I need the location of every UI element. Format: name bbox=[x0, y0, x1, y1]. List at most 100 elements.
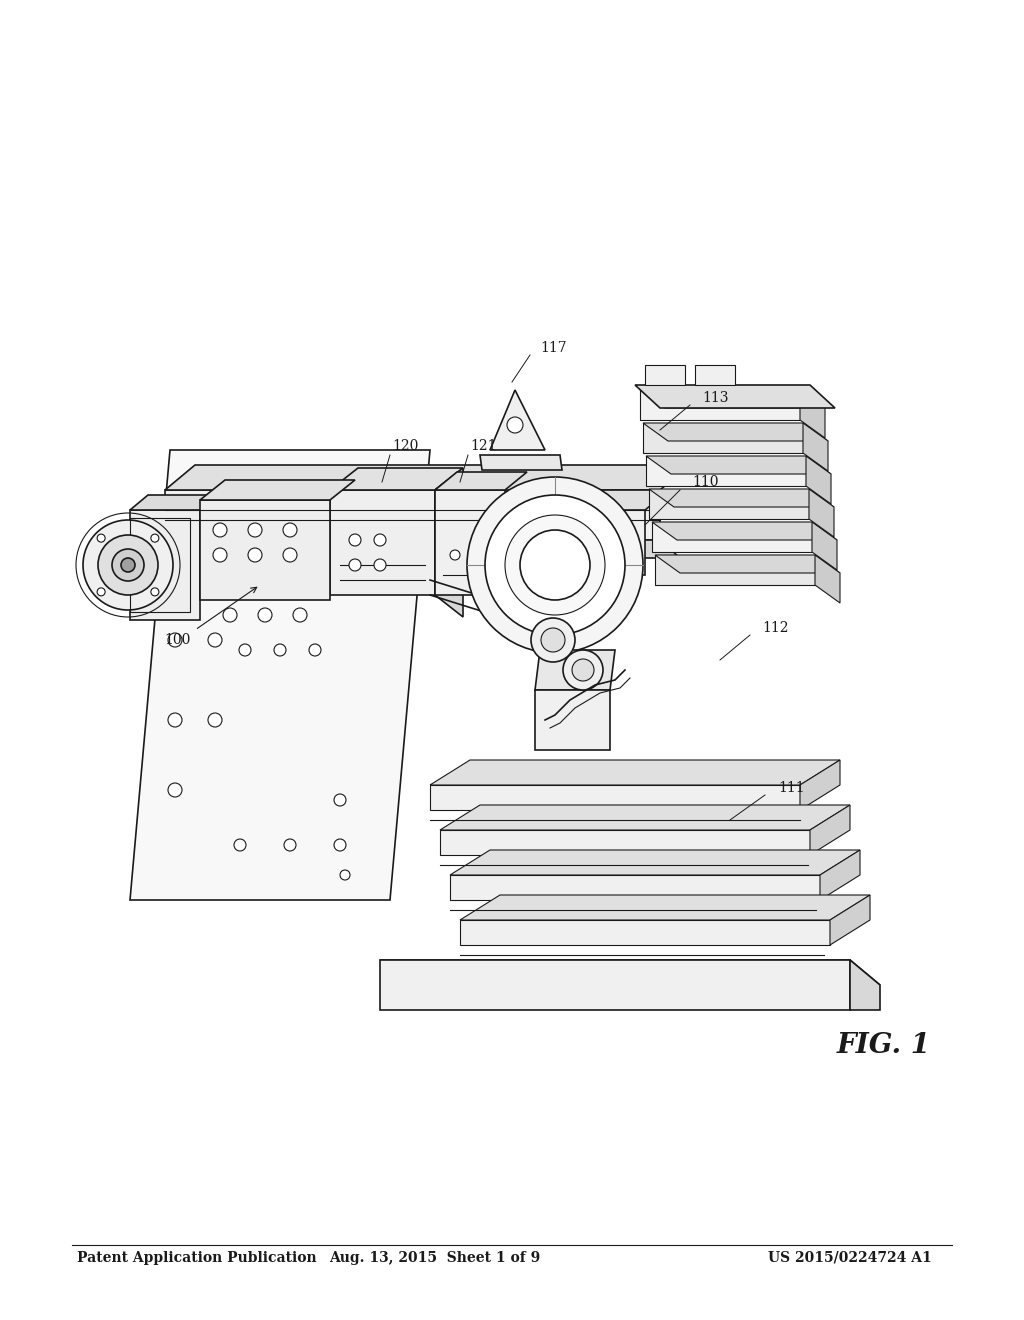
Circle shape bbox=[248, 523, 262, 537]
Polygon shape bbox=[803, 422, 828, 471]
Polygon shape bbox=[806, 455, 831, 504]
Polygon shape bbox=[800, 760, 840, 810]
Polygon shape bbox=[535, 649, 615, 690]
Polygon shape bbox=[652, 521, 812, 552]
Polygon shape bbox=[435, 490, 505, 595]
Circle shape bbox=[284, 840, 296, 851]
Circle shape bbox=[223, 573, 237, 587]
Polygon shape bbox=[440, 805, 850, 830]
Text: 121: 121 bbox=[470, 440, 497, 453]
Circle shape bbox=[520, 531, 590, 601]
Polygon shape bbox=[646, 455, 831, 474]
Polygon shape bbox=[460, 920, 830, 945]
Circle shape bbox=[293, 539, 307, 552]
Polygon shape bbox=[815, 554, 840, 603]
Text: 120: 120 bbox=[392, 440, 419, 453]
Polygon shape bbox=[450, 850, 860, 875]
Polygon shape bbox=[640, 389, 800, 420]
Circle shape bbox=[293, 573, 307, 587]
Polygon shape bbox=[535, 690, 610, 750]
Polygon shape bbox=[809, 488, 834, 537]
Polygon shape bbox=[130, 510, 200, 620]
Text: US 2015/0224724 A1: US 2015/0224724 A1 bbox=[768, 1251, 932, 1265]
Circle shape bbox=[168, 783, 182, 797]
Circle shape bbox=[531, 618, 575, 663]
Circle shape bbox=[541, 628, 565, 652]
Polygon shape bbox=[643, 422, 828, 441]
Polygon shape bbox=[450, 875, 820, 900]
Polygon shape bbox=[200, 500, 330, 601]
Circle shape bbox=[349, 535, 361, 546]
Text: 110: 110 bbox=[692, 475, 719, 488]
Text: Patent Application Publication: Patent Application Publication bbox=[77, 1251, 316, 1265]
Circle shape bbox=[293, 609, 307, 622]
Text: 112: 112 bbox=[762, 620, 788, 635]
Polygon shape bbox=[460, 895, 870, 920]
Polygon shape bbox=[649, 488, 809, 519]
Circle shape bbox=[97, 535, 105, 543]
Circle shape bbox=[208, 564, 222, 577]
Polygon shape bbox=[635, 385, 835, 408]
Circle shape bbox=[258, 573, 272, 587]
Polygon shape bbox=[652, 521, 837, 540]
Circle shape bbox=[309, 644, 321, 656]
Circle shape bbox=[83, 520, 173, 610]
Circle shape bbox=[374, 558, 386, 572]
Polygon shape bbox=[430, 785, 800, 810]
Circle shape bbox=[208, 634, 222, 647]
Polygon shape bbox=[510, 510, 535, 620]
Polygon shape bbox=[800, 389, 825, 438]
Polygon shape bbox=[480, 455, 562, 470]
Circle shape bbox=[223, 539, 237, 552]
Polygon shape bbox=[165, 540, 680, 558]
Polygon shape bbox=[380, 960, 880, 985]
Text: Aug. 13, 2015  Sheet 1 of 9: Aug. 13, 2015 Sheet 1 of 9 bbox=[330, 1251, 541, 1265]
Polygon shape bbox=[655, 554, 815, 585]
Circle shape bbox=[208, 713, 222, 727]
Polygon shape bbox=[695, 366, 735, 385]
Circle shape bbox=[374, 535, 386, 546]
Circle shape bbox=[213, 523, 227, 537]
Circle shape bbox=[450, 550, 460, 560]
Polygon shape bbox=[850, 960, 880, 1010]
Polygon shape bbox=[490, 389, 545, 450]
Polygon shape bbox=[330, 469, 463, 490]
Text: 117: 117 bbox=[540, 341, 566, 355]
Circle shape bbox=[168, 564, 182, 577]
Circle shape bbox=[340, 870, 350, 880]
Circle shape bbox=[168, 634, 182, 647]
Circle shape bbox=[334, 840, 346, 851]
Polygon shape bbox=[810, 805, 850, 855]
Text: 100: 100 bbox=[165, 634, 191, 647]
Circle shape bbox=[121, 558, 135, 572]
Polygon shape bbox=[165, 465, 690, 490]
Polygon shape bbox=[640, 389, 825, 408]
Circle shape bbox=[349, 558, 361, 572]
Text: 111: 111 bbox=[778, 781, 805, 795]
Polygon shape bbox=[646, 455, 806, 486]
Polygon shape bbox=[165, 490, 660, 540]
Text: FIG. 1: FIG. 1 bbox=[837, 1032, 931, 1059]
Polygon shape bbox=[505, 510, 645, 576]
Circle shape bbox=[213, 548, 227, 562]
Polygon shape bbox=[655, 554, 840, 573]
Polygon shape bbox=[200, 480, 355, 500]
Circle shape bbox=[97, 587, 105, 595]
Polygon shape bbox=[830, 895, 870, 945]
Polygon shape bbox=[435, 473, 527, 490]
Polygon shape bbox=[820, 850, 860, 900]
Circle shape bbox=[234, 840, 246, 851]
Circle shape bbox=[248, 548, 262, 562]
Circle shape bbox=[151, 535, 159, 543]
Polygon shape bbox=[330, 490, 435, 595]
Circle shape bbox=[151, 587, 159, 595]
Polygon shape bbox=[435, 469, 463, 616]
Circle shape bbox=[507, 417, 523, 433]
Circle shape bbox=[334, 795, 346, 807]
Polygon shape bbox=[430, 760, 840, 785]
Circle shape bbox=[274, 644, 286, 656]
Circle shape bbox=[258, 609, 272, 622]
Circle shape bbox=[283, 548, 297, 562]
Circle shape bbox=[168, 713, 182, 727]
Text: 113: 113 bbox=[702, 391, 728, 405]
